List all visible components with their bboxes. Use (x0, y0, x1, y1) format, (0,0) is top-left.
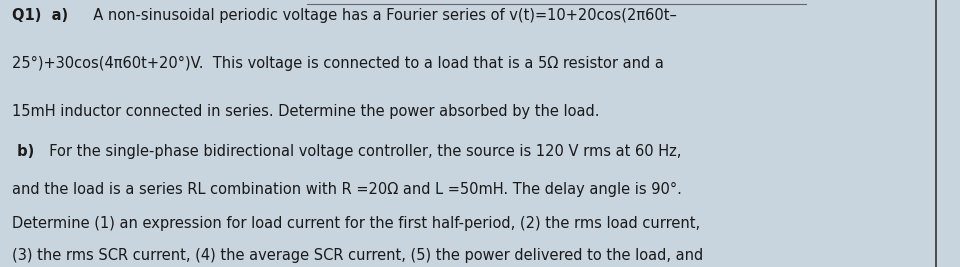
Text: b): b) (12, 144, 34, 159)
Text: Determine (1) an expression for load current for the first half-period, (2) the : Determine (1) an expression for load cur… (12, 216, 700, 231)
Text: A non-sinusoidal periodic voltage has a Fourier series of v(t)=10+20cos(2π60t–: A non-sinusoidal periodic voltage has a … (84, 8, 677, 23)
Text: For the single-phase bidirectional voltage controller, the source is 120 V rms a: For the single-phase bidirectional volta… (40, 144, 682, 159)
Text: Q1)  a): Q1) a) (12, 8, 67, 23)
Text: 15mH inductor connected in series. Determine the power absorbed by the load.: 15mH inductor connected in series. Deter… (12, 104, 599, 119)
Text: and the load is a series RL combination with R =20Ω and L =50mH. The delay angle: and the load is a series RL combination … (12, 182, 682, 197)
Text: 25°)+30cos(4π60t+20°)V.  This voltage is connected to a load that is a 5Ω resist: 25°)+30cos(4π60t+20°)V. This voltage is … (12, 56, 663, 71)
Text: (3) the rms SCR current, (4) the average SCR current, (5) the power delivered to: (3) the rms SCR current, (4) the average… (12, 248, 703, 263)
